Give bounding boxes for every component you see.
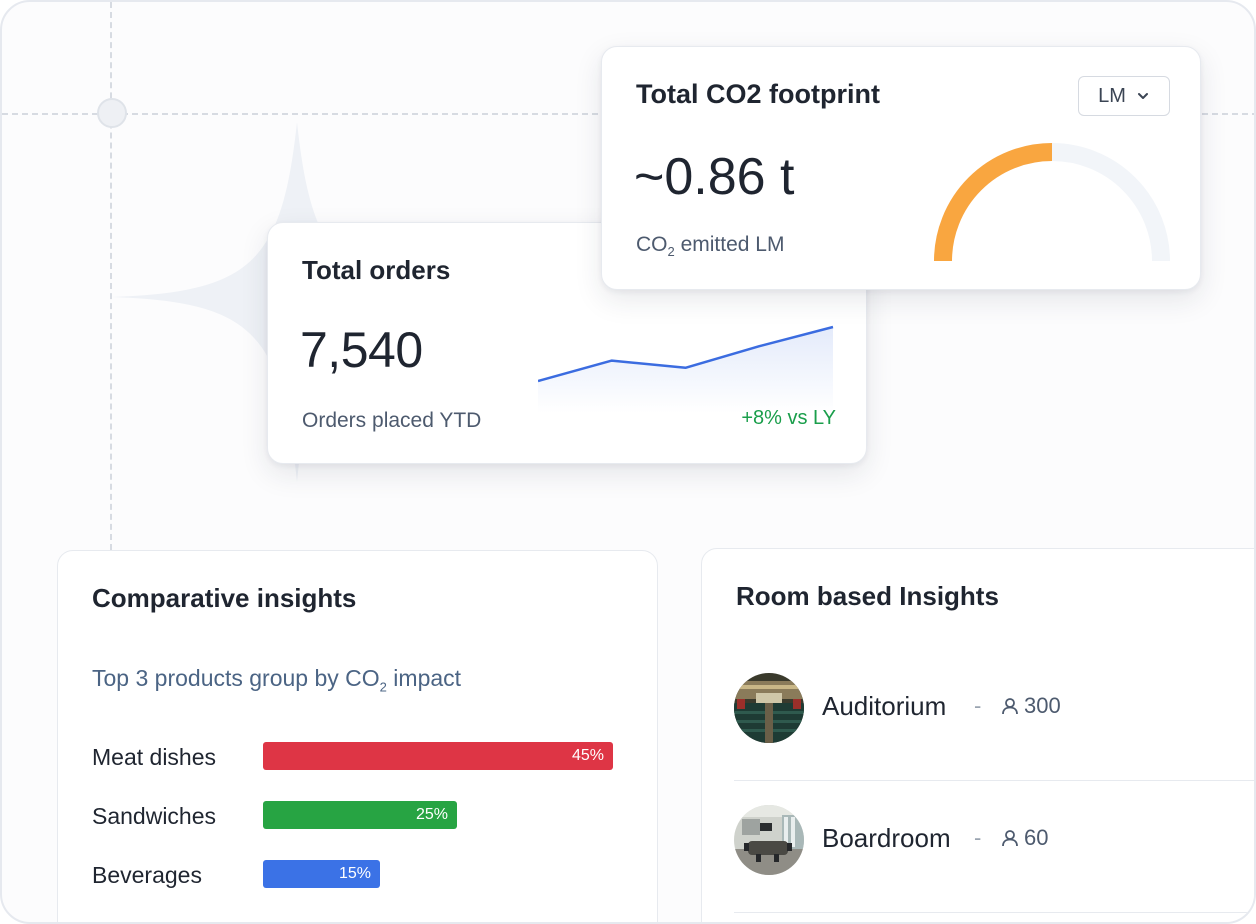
room-capacity: 60 xyxy=(1000,825,1048,851)
bar-meat-dishes: 45% xyxy=(263,742,613,770)
orders-trend-sparkline xyxy=(538,325,834,413)
gauge-track xyxy=(934,143,1170,262)
co2-subtitle: CO2 emitted LM xyxy=(636,233,784,259)
bar-label: Beverages xyxy=(92,862,202,888)
room-photo-boardroom xyxy=(734,805,804,875)
comparative-insights-title: Comparative insights xyxy=(92,583,357,613)
compare-subtitle-prefix: Top 3 products group by CO xyxy=(92,665,380,691)
co2-value: ~0.86 t xyxy=(634,148,795,206)
bar-row-beverages: Beverages 15% xyxy=(92,860,632,890)
co2-footprint-card: Total CO2 footprint LM ~0.86 t CO2 emitt… xyxy=(601,46,1201,290)
total-orders-subtitle: Orders placed YTD xyxy=(302,409,482,432)
chevron-down-icon xyxy=(1137,93,1148,99)
co2-title: Total CO2 footprint xyxy=(636,79,880,109)
compare-subtitle-suffix: impact xyxy=(386,665,462,691)
room-name: Auditorium xyxy=(822,691,947,721)
bar-label: Meat dishes xyxy=(92,744,217,770)
co2-subtitle-prefix: CO xyxy=(636,233,668,256)
room-row-auditorium[interactable]: Auditorium - 300 xyxy=(734,649,1254,781)
comparative-insights-card: Comparative insights Top 3 products grou… xyxy=(57,550,658,922)
room-capacity: 300 xyxy=(1000,693,1061,719)
bar-beverages: 15% xyxy=(263,860,380,888)
comparative-insights-subtitle: Top 3 products group by CO2 impact xyxy=(92,665,461,695)
period-dropdown-value: LM xyxy=(1098,84,1126,107)
room-capacity-value: 300 xyxy=(1024,693,1061,718)
period-dropdown[interactable]: LM xyxy=(1078,76,1170,116)
compare-subtitle-sub: 2 xyxy=(379,679,387,695)
room-capacity-value: 60 xyxy=(1024,825,1049,850)
person-icon xyxy=(1002,698,1018,715)
room-insights-card: Room based Insights Auditorium xyxy=(701,548,1254,922)
guide-intersection-dot xyxy=(97,98,127,128)
total-orders-title: Total orders xyxy=(302,255,451,285)
sparkline-area xyxy=(538,327,833,413)
co2-subtitle-suffix: emitted LM xyxy=(674,233,785,256)
gauge-fill xyxy=(934,143,1053,262)
room-photo-auditorium xyxy=(734,673,804,743)
total-orders-value: 7,540 xyxy=(300,322,423,378)
co2-subtitle-sub: 2 xyxy=(667,244,675,260)
bar-row-sandwiches: Sandwiches 25% xyxy=(92,801,632,831)
bar-value: 25% xyxy=(415,806,448,823)
bar-label: Sandwiches xyxy=(92,803,217,829)
room-separator: - xyxy=(974,693,982,718)
room-insights-title: Room based Insights xyxy=(736,581,999,611)
vertical-guide-line xyxy=(110,2,112,550)
bar-value: 15% xyxy=(338,865,371,882)
room-name: Boardroom xyxy=(822,823,951,853)
sparkline-line xyxy=(538,325,834,383)
bar-row-meat-dishes: Meat dishes 45% xyxy=(92,742,632,772)
room-row-boardroom[interactable]: Boardroom - 60 xyxy=(734,781,1254,913)
person-icon xyxy=(1002,830,1018,847)
bar-value: 45% xyxy=(571,747,604,764)
room-separator: - xyxy=(974,825,982,850)
total-orders-card: Total orders 7,540 Orders placed YTD +8%… xyxy=(267,222,867,464)
bar-sandwiches: 25% xyxy=(263,801,457,829)
co2-gauge xyxy=(934,143,1170,262)
